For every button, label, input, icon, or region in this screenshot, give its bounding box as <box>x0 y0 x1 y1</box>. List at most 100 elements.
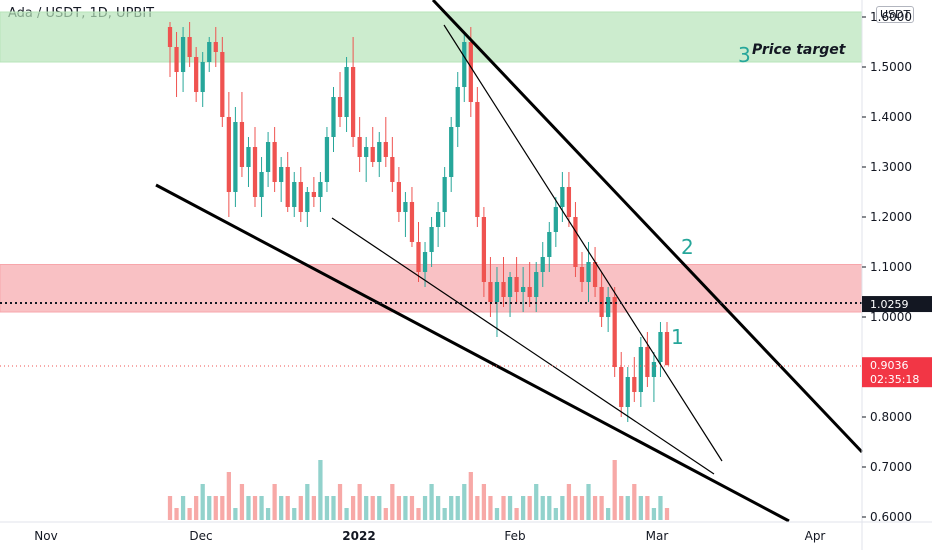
candle-body <box>553 207 558 232</box>
volume-bar <box>658 496 663 520</box>
volume-bar <box>279 496 284 520</box>
volume-bar <box>298 496 303 520</box>
last-price-value: 0.9036 <box>870 359 909 372</box>
volume-bar <box>239 484 245 520</box>
volume-bar <box>403 496 408 520</box>
volume-bar <box>488 496 493 520</box>
y-tick-label: 1.2000 <box>870 210 912 224</box>
x-tick-label: 2022 <box>342 529 375 543</box>
volume-bar <box>409 496 415 520</box>
price-target-text: Price target <box>752 42 847 58</box>
candle-body <box>370 147 375 162</box>
x-tick-label: Nov <box>34 529 57 543</box>
volume-bar <box>220 496 225 520</box>
volume-bar <box>337 484 343 520</box>
candle-body <box>651 362 657 377</box>
volume-bar <box>344 508 349 520</box>
volume-bar <box>318 460 323 520</box>
candle-body <box>494 282 500 302</box>
resistance-zone <box>0 264 863 313</box>
candle-body <box>638 347 643 392</box>
level-price-tag <box>862 296 932 313</box>
volume-bar <box>475 496 480 520</box>
volume-bar <box>592 496 598 520</box>
y-tick-label: 0.6000 <box>870 510 912 524</box>
candle-body <box>187 37 192 57</box>
volume-bar <box>462 484 467 520</box>
volume-bar <box>200 484 205 520</box>
candle-body <box>416 242 421 272</box>
candle-body <box>475 102 480 217</box>
channel-lower-line <box>331 217 715 475</box>
volume-bar <box>507 496 513 520</box>
candle-body <box>527 287 532 297</box>
volume-bar <box>265 508 271 520</box>
volume-bar <box>606 508 611 520</box>
candle-body <box>167 27 173 47</box>
candle-body <box>540 257 545 272</box>
candle-body <box>239 122 245 167</box>
last-price-tag <box>862 357 932 388</box>
candle-body <box>285 167 290 207</box>
candle-body <box>324 137 330 182</box>
candle-body <box>396 182 402 212</box>
y-tick-label: 1.5000 <box>870 60 912 74</box>
volume-bar <box>521 496 526 520</box>
volume-bar <box>527 496 532 520</box>
label-3: 3 <box>738 43 751 67</box>
y-tick-label: 1.3000 <box>870 160 912 174</box>
candle-body <box>422 252 428 272</box>
volume-bar <box>174 508 179 520</box>
volume-bar <box>599 496 604 520</box>
candle-body <box>632 377 637 392</box>
volume-bar <box>553 508 558 520</box>
y-tick-label: 0.8000 <box>870 410 912 424</box>
y-tick-label: 1.1000 <box>870 260 912 274</box>
candle-body <box>429 227 434 252</box>
candle-body <box>409 202 415 242</box>
lower-trendline <box>155 183 790 523</box>
candle-body <box>455 87 460 127</box>
volume-bar <box>664 508 670 520</box>
candle-body <box>383 142 388 157</box>
volume-bar <box>481 484 487 520</box>
candle-body <box>566 187 572 217</box>
volume-bar <box>442 508 447 520</box>
volume-bar <box>638 496 643 520</box>
volume-bar <box>292 508 297 520</box>
volume-bar <box>645 496 650 520</box>
candle-body <box>180 37 186 72</box>
volume-bar <box>272 484 277 520</box>
candle-body <box>200 62 205 92</box>
candle-body <box>606 297 611 317</box>
candle-body <box>357 137 362 157</box>
volume-bar <box>396 496 402 520</box>
candle-body <box>481 217 487 282</box>
candle-body <box>298 182 303 212</box>
y-tick-label: 0.7000 <box>870 460 912 474</box>
label-2: 2 <box>681 235 694 259</box>
y-tick-label: 1.0000 <box>870 310 912 324</box>
volume-bar <box>331 496 336 520</box>
currency-unit-badge[interactable]: USDT <box>876 6 915 23</box>
last-countdown: 02:35:18 <box>870 373 919 386</box>
candle-body <box>586 262 591 282</box>
candle-body <box>390 157 395 182</box>
volume-bar <box>449 496 454 520</box>
volume-bar <box>422 496 428 520</box>
volume-bar <box>167 496 173 520</box>
candle-body <box>514 277 519 292</box>
candle-body <box>233 122 238 192</box>
candle-body <box>664 332 670 366</box>
volume-bar <box>311 496 316 520</box>
y-tick-label: 1.4000 <box>870 110 912 124</box>
volume-bar <box>246 496 251 520</box>
candle-body <box>272 142 277 182</box>
volume-bar <box>213 496 218 520</box>
candle-body <box>462 42 467 87</box>
x-tick-label: Mar <box>646 529 669 543</box>
label-1: 1 <box>671 325 684 349</box>
volume-bar <box>651 508 657 520</box>
volume-bar <box>612 460 617 520</box>
